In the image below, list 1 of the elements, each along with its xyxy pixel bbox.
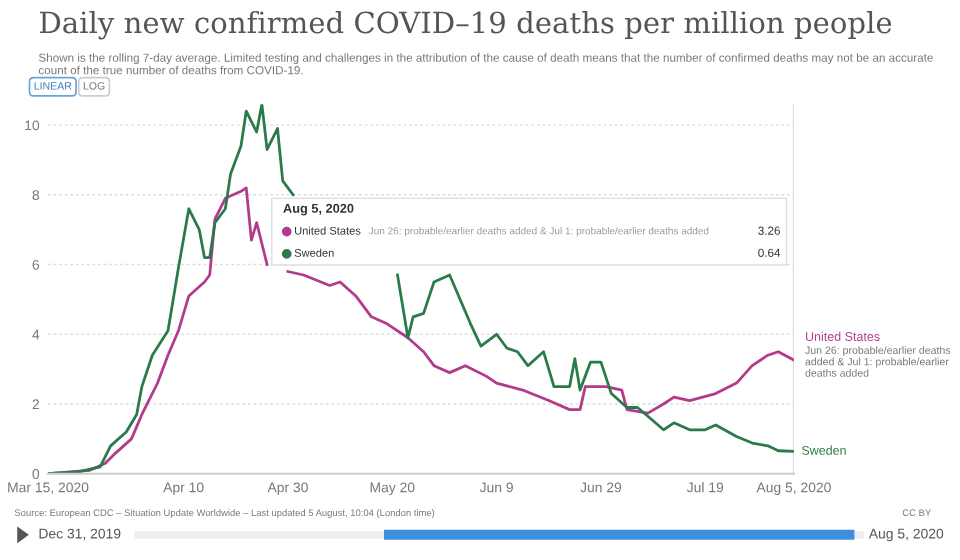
chart-title: Daily new confirmed COVID–19 deaths per million people	[40, 10, 892, 40]
